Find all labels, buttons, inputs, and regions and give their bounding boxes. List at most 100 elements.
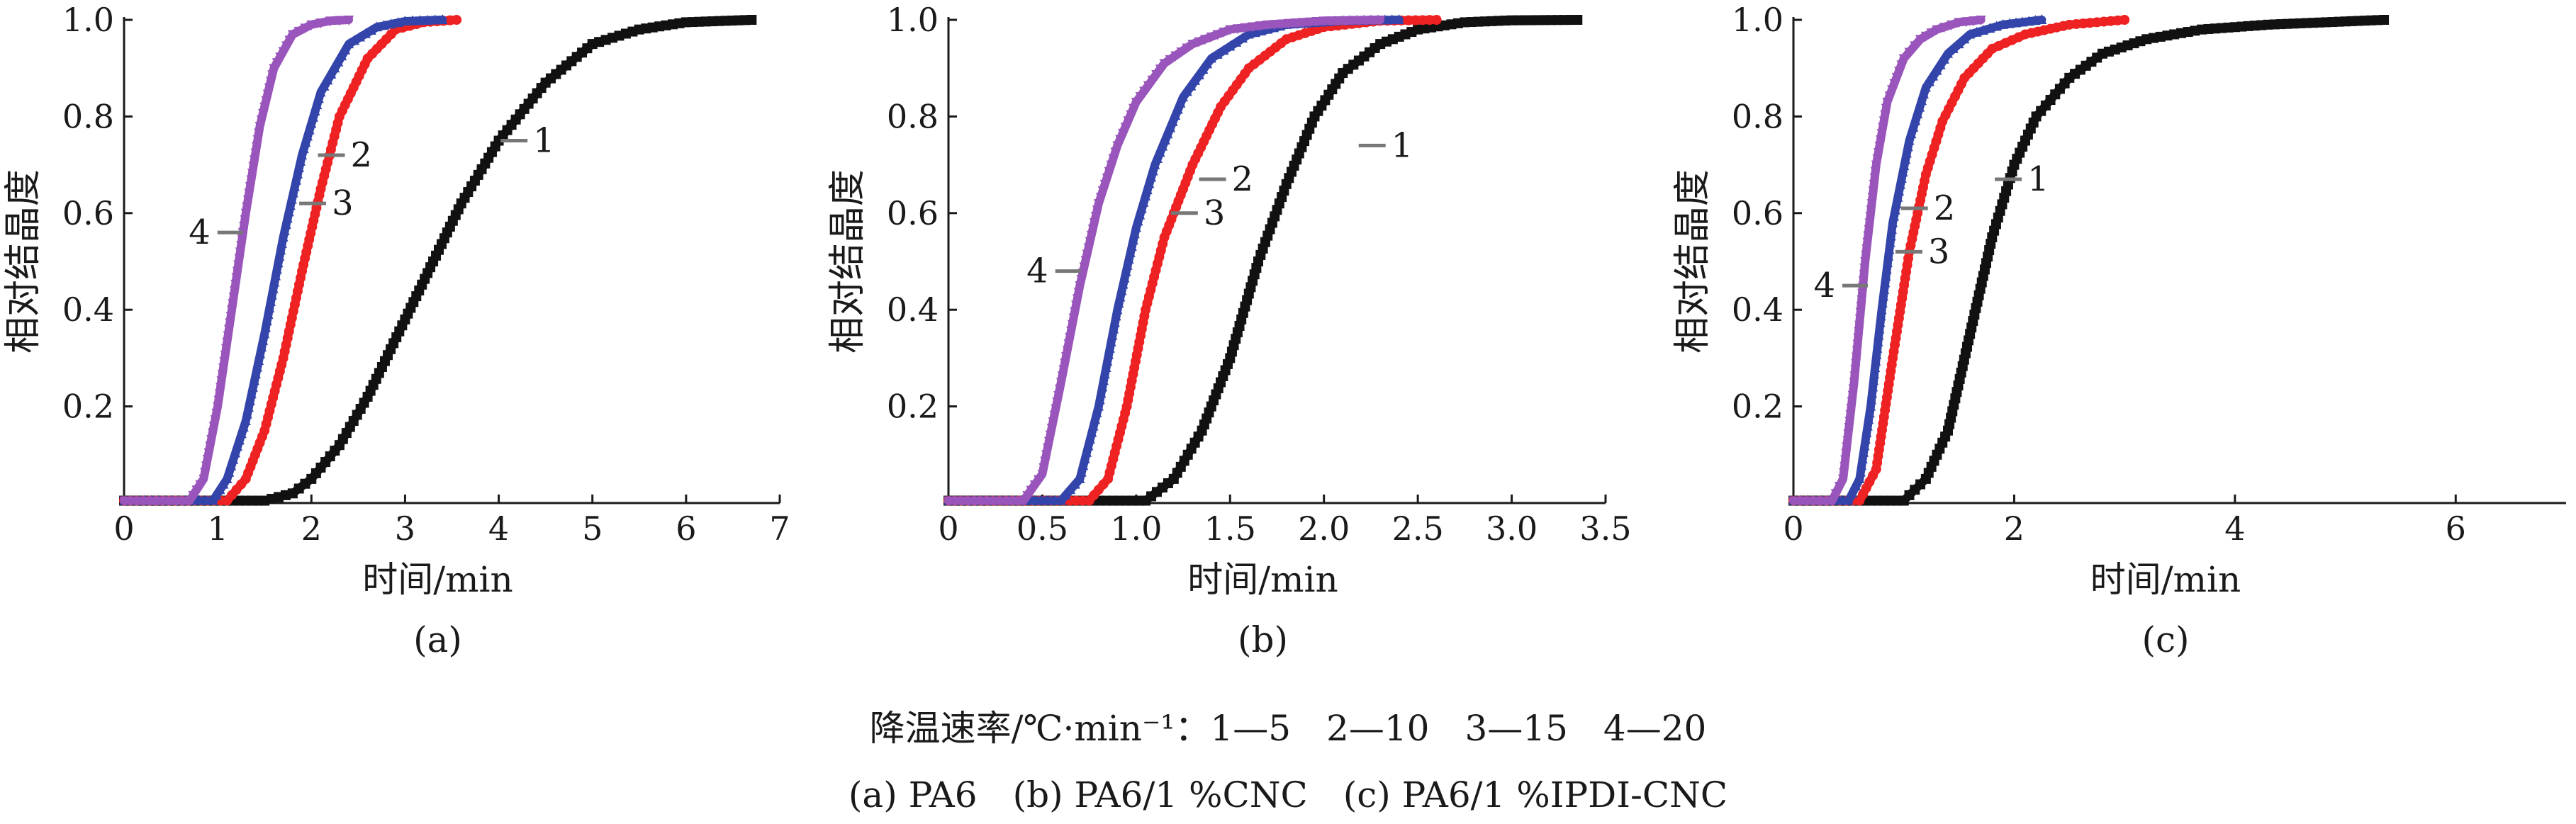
series-4-point xyxy=(152,496,162,507)
series-4-point xyxy=(1070,307,1080,317)
curve-label: 1 xyxy=(533,121,555,161)
series-4-point xyxy=(1085,237,1095,247)
series-3-point xyxy=(1954,38,1964,49)
series-3-point xyxy=(1855,466,1866,477)
series-3-point xyxy=(1182,86,1192,96)
series-4-point xyxy=(119,496,129,507)
series-3-point xyxy=(1146,171,1157,182)
series-4-point xyxy=(1080,256,1091,266)
series-3-point xyxy=(268,283,279,293)
series-3-point xyxy=(1237,33,1248,43)
series-4-point xyxy=(184,496,195,507)
series-3-point xyxy=(276,244,286,255)
series-4-point xyxy=(158,496,169,507)
series-4-point xyxy=(287,30,298,40)
series-4-point xyxy=(213,395,224,406)
curve-label: 1 xyxy=(2027,159,2049,199)
y-tick-label: 1.0 xyxy=(1732,1,1783,39)
series-4-point xyxy=(1326,16,1336,27)
legend-caption-text: 降温速率/℃·min⁻¹：1—5 2—10 3—15 4—20 xyxy=(869,708,1707,749)
series-4-point xyxy=(1045,430,1055,441)
series-4-point xyxy=(1018,496,1029,507)
series-3-point xyxy=(1094,394,1105,405)
series-4-point xyxy=(1075,281,1085,292)
legend-caption: 降温速率/℃·min⁻¹：1—5 2—10 3—15 4—20 xyxy=(0,700,2576,751)
series-2-line xyxy=(944,16,1441,505)
series-4-point xyxy=(242,202,252,213)
series-4-point xyxy=(1864,218,1875,229)
series-4-point xyxy=(1795,496,1805,507)
series-4-point xyxy=(237,235,247,245)
series-4-point xyxy=(1159,59,1170,69)
series-4-point xyxy=(1034,475,1044,485)
series-4-point xyxy=(1869,173,1880,184)
series-4-point xyxy=(943,496,953,507)
series-4-point xyxy=(132,496,142,507)
series-3-point xyxy=(291,174,301,185)
x-axis-label: 时间/min xyxy=(1187,559,1338,600)
series-4-point xyxy=(1225,25,1236,35)
figure-caption-text: (a) PA6 (b) PA6/1 %CNC (c) PA6/1 %IPDI-C… xyxy=(848,774,1728,815)
series-3-point xyxy=(1163,128,1173,139)
series-3-point xyxy=(1096,388,1107,398)
series-3-point xyxy=(260,322,271,332)
series-3-point xyxy=(1880,277,1891,288)
series-4 xyxy=(119,16,354,507)
series-3-point xyxy=(1135,209,1146,220)
series-4-point xyxy=(224,324,234,335)
y-axis-label: 相对结晶度 xyxy=(827,169,869,354)
series-4-point xyxy=(1068,313,1079,324)
series-3-point xyxy=(263,309,274,320)
series-4-point xyxy=(1859,269,1869,280)
series-4-point xyxy=(1872,154,1883,164)
series-3-point xyxy=(242,408,252,419)
series-1-point xyxy=(746,15,757,25)
series-2-point xyxy=(1410,15,1421,26)
series-4-point xyxy=(1361,16,1372,26)
series-4-point xyxy=(210,415,220,426)
series-3-point xyxy=(1172,103,1183,114)
y-tick-label: 0.8 xyxy=(1732,97,1783,135)
series-3-point xyxy=(430,14,440,25)
y-tick-label: 0.2 xyxy=(1732,388,1783,426)
series-4-point xyxy=(1262,20,1273,30)
series-4-point xyxy=(246,175,257,186)
series-4-point xyxy=(1842,436,1853,446)
series-3-point xyxy=(1890,204,1900,215)
y-tick-label: 1.0 xyxy=(62,1,114,39)
series-4-point xyxy=(1076,275,1087,286)
series-3-point xyxy=(1903,141,1913,152)
series-4-point xyxy=(1947,20,1957,30)
series-3-point xyxy=(1043,495,1053,505)
series-4-point xyxy=(1143,81,1153,91)
series-3-point xyxy=(1097,381,1108,392)
series-3-point xyxy=(1948,43,1959,53)
series-4-point xyxy=(1867,193,1878,203)
series-3-point xyxy=(1885,237,1895,247)
series-4-point xyxy=(950,496,961,507)
series-3-point xyxy=(1872,342,1883,353)
series-4-point xyxy=(1147,75,1158,86)
series-3-point xyxy=(224,466,235,477)
series-3-point xyxy=(337,50,347,61)
series-4-point xyxy=(1270,20,1280,30)
series-3-point xyxy=(222,473,233,483)
x-tick-label: 7 xyxy=(769,509,790,548)
series-3-point xyxy=(1082,446,1092,457)
series-4-point xyxy=(1086,230,1097,241)
series-3-point xyxy=(1119,272,1130,283)
series-4-point xyxy=(1915,35,1926,45)
series-1-point xyxy=(2379,15,2390,25)
series-4-point xyxy=(1004,496,1015,507)
x-tick-label: 2.5 xyxy=(1392,509,1444,548)
series-2-point xyxy=(1403,15,1413,26)
series-3-point xyxy=(1851,480,1861,491)
series-4-point xyxy=(1820,496,1831,507)
series-3-point xyxy=(1900,154,1911,164)
series-3-point xyxy=(201,495,211,505)
series-3-point xyxy=(1895,179,1905,189)
series-4-point xyxy=(172,496,181,507)
curve-label: 2 xyxy=(1232,159,1254,199)
series-4-point xyxy=(215,383,226,393)
